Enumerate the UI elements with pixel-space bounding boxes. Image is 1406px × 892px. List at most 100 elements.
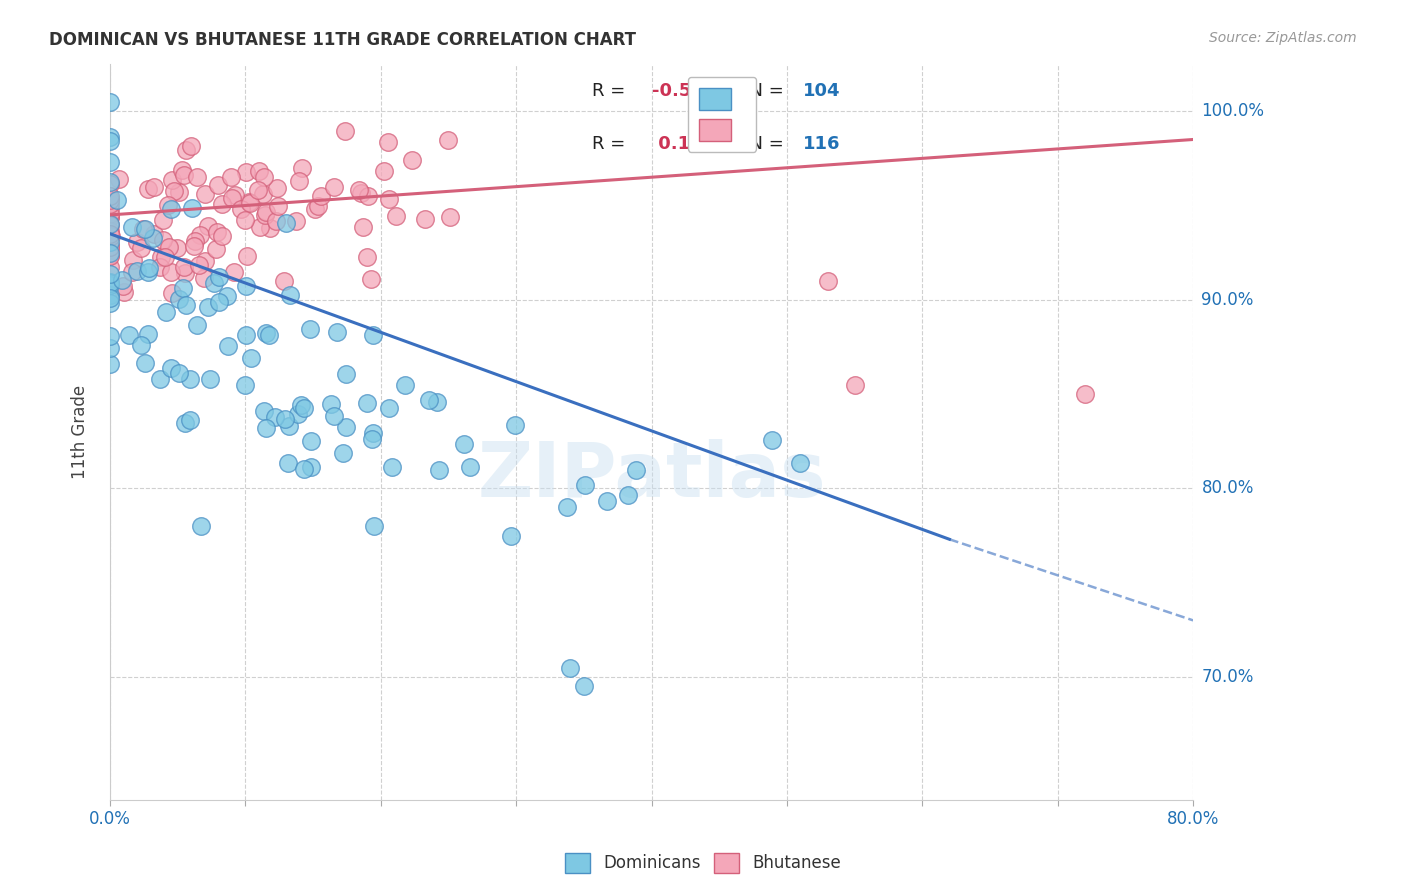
Point — [98, 218, 121, 232]
Point — [373, 163, 395, 178]
Point — [325, 325, 347, 339]
Point — [157, 240, 180, 254]
Point — [335, 420, 357, 434]
Point — [356, 250, 378, 264]
Point — [166, 241, 188, 255]
Point — [259, 221, 281, 235]
Point — [98, 341, 121, 355]
Point — [273, 274, 295, 288]
Point — [437, 133, 460, 147]
Point — [98, 287, 121, 301]
Point — [413, 211, 436, 226]
Point — [98, 357, 121, 371]
Point — [98, 243, 121, 257]
Point — [205, 242, 228, 256]
Point — [572, 679, 595, 693]
Point — [132, 222, 155, 236]
Point — [142, 180, 165, 194]
Point — [127, 264, 149, 278]
Point — [98, 288, 121, 302]
Point — [186, 170, 208, 185]
Point — [817, 274, 839, 288]
Point — [246, 183, 269, 197]
Point — [238, 194, 260, 209]
Point — [426, 395, 449, 409]
Point — [418, 393, 440, 408]
Point — [253, 170, 276, 185]
Text: 0.130: 0.130 — [651, 136, 714, 153]
Text: DOMINICAN VS BHUTANESE 11TH GRADE CORRELATION CHART: DOMINICAN VS BHUTANESE 11TH GRADE CORREL… — [49, 31, 636, 49]
Point — [323, 409, 346, 423]
Point — [194, 186, 217, 201]
Point — [152, 233, 174, 247]
Point — [264, 214, 287, 228]
Point — [235, 328, 257, 343]
Point — [153, 250, 176, 264]
Point — [98, 329, 121, 343]
Point — [381, 459, 404, 474]
Point — [287, 407, 309, 421]
Point — [277, 419, 299, 434]
Point — [98, 191, 121, 205]
Text: Source: ZipAtlas.com: Source: ZipAtlas.com — [1209, 31, 1357, 45]
Point — [98, 223, 121, 237]
Point — [323, 180, 346, 194]
Point — [235, 212, 257, 227]
Point — [217, 339, 239, 353]
Point — [98, 197, 121, 211]
Point — [186, 318, 208, 332]
Text: N =: N = — [738, 136, 790, 153]
Point — [98, 240, 121, 254]
Point — [236, 248, 259, 262]
Point — [98, 227, 121, 241]
Point — [122, 253, 145, 268]
Point — [211, 196, 233, 211]
Point — [167, 186, 190, 200]
Point — [136, 327, 159, 342]
Point — [167, 292, 190, 306]
Text: 116: 116 — [803, 136, 841, 153]
Point — [193, 271, 215, 285]
Point — [291, 161, 314, 175]
Point — [617, 488, 640, 502]
Point — [427, 462, 450, 476]
Point — [98, 177, 121, 191]
Point — [129, 241, 152, 255]
Point — [377, 136, 399, 150]
Point — [298, 322, 321, 336]
Point — [98, 193, 121, 207]
Point — [98, 275, 121, 289]
Point — [274, 411, 297, 425]
Point — [142, 231, 165, 245]
Point — [118, 328, 141, 343]
Point — [98, 260, 121, 275]
Point — [1074, 387, 1097, 401]
Point — [363, 519, 385, 533]
Point — [98, 155, 121, 169]
Point — [187, 259, 209, 273]
Point — [453, 437, 475, 451]
Point — [761, 433, 783, 447]
Text: 104: 104 — [803, 82, 841, 101]
Point — [252, 186, 274, 201]
Point — [98, 278, 121, 293]
Point — [360, 272, 382, 286]
Point — [335, 368, 357, 382]
Point — [160, 202, 183, 216]
Legend: Dominicans, Bhutanese: Dominicans, Bhutanese — [558, 847, 848, 880]
Point — [267, 199, 290, 213]
Point — [98, 210, 121, 224]
Point — [377, 401, 399, 415]
Point — [560, 660, 582, 674]
Point — [98, 175, 121, 189]
Point — [194, 254, 217, 268]
Point — [98, 291, 121, 305]
Point — [121, 219, 143, 234]
Point — [129, 338, 152, 352]
Point — [98, 235, 121, 249]
Point — [249, 220, 271, 235]
Point — [152, 213, 174, 227]
Point — [98, 217, 121, 231]
Point — [98, 210, 121, 224]
Point — [98, 238, 121, 252]
